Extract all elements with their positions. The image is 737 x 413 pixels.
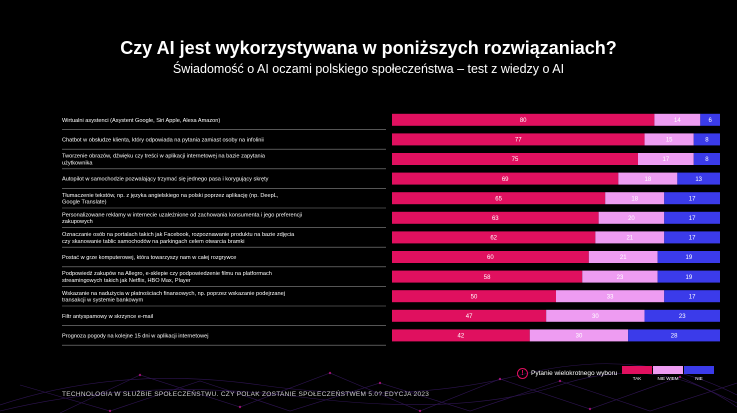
bar-value-label: 58: [484, 275, 491, 281]
bar-nie-wiem: [618, 172, 678, 185]
bar-tak: [392, 290, 556, 303]
exclamation-icon: !: [517, 368, 528, 379]
category-label: Wirtualni asystenci (Asystent Google, Si…: [62, 118, 220, 124]
bar-value-label: 23: [679, 314, 686, 320]
category-label: Chatbot w obsłudze klienta, który odpowi…: [62, 137, 264, 143]
bar-tak: [392, 231, 596, 244]
bar-value-label: 15: [666, 138, 673, 144]
bar-nie: [657, 270, 720, 283]
legend-swatch-tak: [622, 366, 652, 374]
category-label: Prognoza pogody na kolejne 15 dni w apli…: [62, 333, 208, 339]
bar-nie-wiem: [529, 329, 629, 342]
legend-label-nie: NIE: [695, 376, 703, 381]
bar-value-label: 19: [685, 275, 692, 281]
bar-nie-wiem: [582, 270, 658, 283]
bar-value-label: 8: [705, 157, 709, 163]
bar-value-label: 13: [695, 177, 702, 183]
bar-value-label: 33: [607, 294, 614, 300]
bar-value-label: 17: [663, 157, 670, 163]
legend-label-tak: TAK: [632, 376, 642, 381]
footer-text: TECHNOLOGIA W SŁUŻBIE SPOŁECZEŃSTWU. CZY…: [62, 391, 430, 398]
bar-tak: [392, 211, 599, 224]
bar-value-label: 19: [685, 255, 692, 261]
bar-tak: [392, 133, 645, 146]
bar-value-label: 6: [708, 118, 712, 124]
bar-nie: [693, 153, 720, 165]
bar-value-label: 47: [466, 314, 473, 320]
bar-value-label: 8: [705, 138, 709, 144]
bar-nie-wiem: [595, 231, 665, 244]
bar-value-label: 18: [631, 196, 638, 202]
legend-label-nie-wiem: NIE WIEM: [657, 376, 679, 381]
bar-tak: [392, 329, 530, 342]
bar-nie: [664, 231, 720, 244]
category-label: Tworzenie obrazów, dźwięku czy treści w …: [62, 154, 266, 167]
slide-subtitle: Świadomość o AI oczami polskiego społecz…: [172, 62, 565, 76]
bar-value-label: 18: [644, 177, 651, 183]
bar-value-label: 42: [458, 334, 465, 340]
bar-nie: [628, 329, 720, 342]
bar-nie-wiem: [605, 192, 665, 205]
slide-title: Czy AI jest wykorzystywana w poniższych …: [120, 38, 617, 58]
bar-nie-wiem: [644, 133, 694, 146]
category-label: Oznaczanie osób na portalach takich jak …: [62, 232, 295, 245]
bar-value-label: 23: [617, 275, 624, 281]
bar-nie: [657, 251, 720, 263]
bar-tak: [392, 270, 583, 283]
bar-value-label: 50: [471, 294, 478, 300]
bar-tak: [392, 153, 638, 165]
bar-value-label: 30: [592, 314, 599, 320]
bar-nie-wiem: [638, 153, 694, 165]
bar-nie-wiem: [654, 113, 701, 126]
bar-nie: [677, 172, 720, 185]
bar-value-label: 21: [626, 236, 633, 242]
bar-value-label: 17: [689, 294, 696, 300]
category-label: Podpowiedź zakupów na Allegro, e-sklepie…: [62, 271, 272, 284]
bar-nie: [664, 192, 720, 205]
bar-value-label: 30: [576, 334, 583, 340]
category-label: Personalizowane reklamy w internecie uza…: [62, 212, 302, 225]
bar-value-label: 14: [674, 118, 681, 124]
bar-tak: [392, 192, 606, 205]
bar-nie-wiem: [546, 309, 645, 322]
bar-tak: [392, 172, 619, 185]
category-label: Autopilot w samochodzie pozwalający trzy…: [62, 177, 269, 183]
bar-tak: [392, 113, 655, 126]
bar-value-label: 69: [502, 177, 509, 183]
bar-nie-wiem: [598, 211, 665, 224]
legend-swatch-nie: [684, 366, 714, 374]
bar-value-label: 62: [490, 236, 497, 242]
bar-nie: [700, 113, 720, 126]
bar-nie: [644, 309, 720, 322]
category-label: Filtr antyspamowy w skrzynce e-mail: [62, 314, 153, 320]
bar-value-label: 77: [515, 138, 522, 144]
bar-value-label: 63: [492, 216, 499, 222]
bar-nie: [664, 290, 720, 303]
bar-value-label: 75: [512, 157, 519, 163]
bar-value-label: 17: [689, 196, 696, 202]
bar-nie-wiem: [588, 251, 658, 263]
category-label: Postać w grze komputerowej, która towarz…: [62, 255, 236, 261]
bar-value-label: 21: [620, 255, 627, 261]
bar-value-label: 60: [487, 255, 494, 261]
bar-value-label: 80: [520, 118, 527, 124]
bar-nie: [693, 133, 720, 146]
bar-tak: [392, 309, 547, 322]
category-label: Wskazanie na nadużycia w płatnościach fi…: [62, 291, 285, 304]
bar-nie: [664, 211, 720, 224]
bar-value-label: 17: [689, 216, 696, 222]
bar-tak: [392, 251, 589, 263]
bar-nie-wiem: [556, 290, 665, 303]
category-label: Tłumaczenie tekstów, np. z języka angiel…: [62, 193, 279, 206]
multiple-choice-note: Pytanie wielokrotnego wyboru: [531, 370, 618, 377]
bar-value-label: 20: [628, 216, 635, 222]
legend-swatch-nie-wiem: [653, 366, 683, 374]
bar-value-label: 28: [671, 334, 678, 340]
bar-value-label: 65: [495, 196, 502, 202]
bar-value-label: 17: [689, 236, 696, 242]
